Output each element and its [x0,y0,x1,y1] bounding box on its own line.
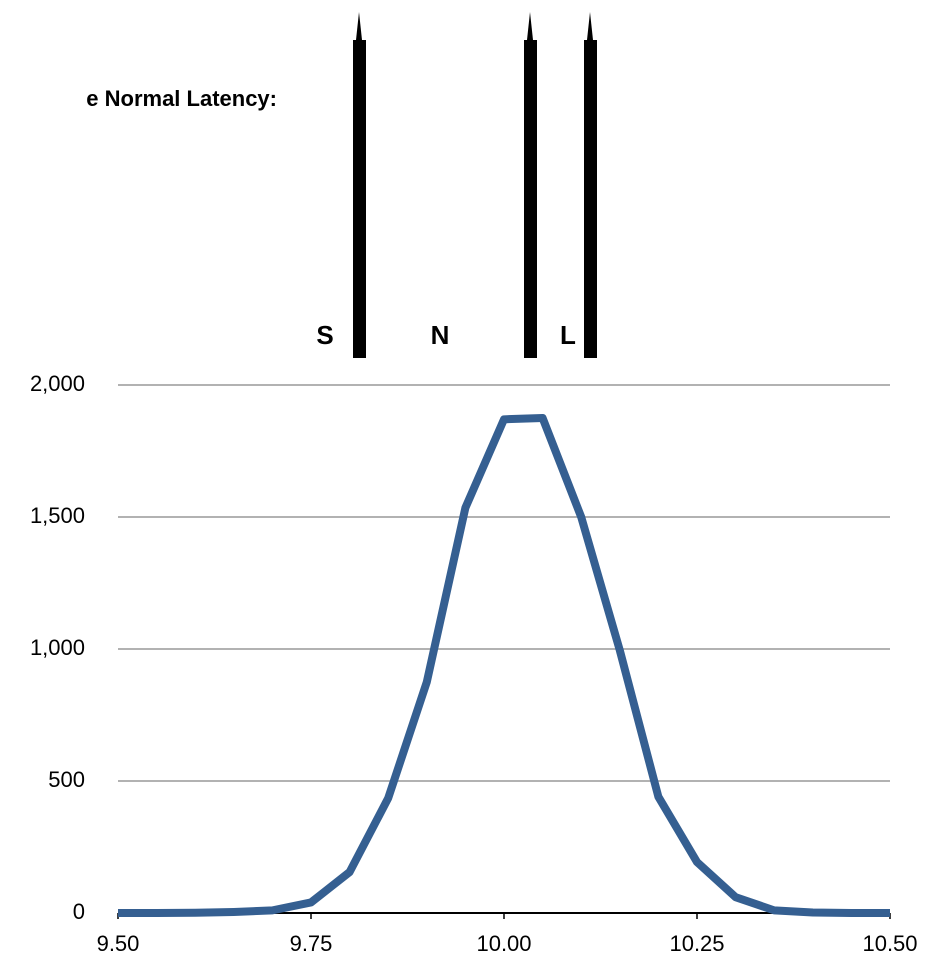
x-tick-label: 9.50 [97,931,140,956]
y-tick-label: 1,000 [30,635,85,660]
marker-label: L [560,320,576,350]
marker-bar [353,40,366,358]
x-tick-label: 10.50 [862,931,917,956]
marker-label: S [316,320,333,350]
marker-label: N [431,320,450,350]
marker-bar [584,40,597,358]
x-tick-label: 9.75 [290,931,333,956]
marker-tip [587,12,593,40]
y-tick-label: 500 [48,767,85,792]
y-tick-label: 1,500 [30,503,85,528]
marker-bar [524,40,537,358]
marker-tip [356,12,362,40]
y-tick-label: 2,000 [30,371,85,396]
x-tick-label: 10.00 [476,931,531,956]
y-tick-label: 0 [73,899,85,924]
x-tick-label: 10.25 [669,931,724,956]
marker-tip [527,12,533,40]
data-line [118,414,890,917]
markers: S N L [316,12,597,358]
chart-title: e Normal Latency: [86,86,277,111]
